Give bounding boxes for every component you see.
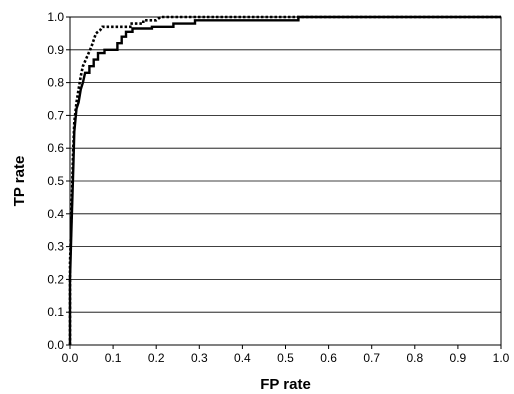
- x-tick-label: 0.8: [406, 351, 423, 365]
- y-tick-label: 0.8: [47, 76, 64, 90]
- y-axis-title: TP rate: [11, 156, 28, 207]
- x-tick-label: 0.7: [363, 351, 380, 365]
- x-tick-label: 0.0: [62, 351, 79, 365]
- y-tick-label: 0.3: [47, 240, 64, 254]
- dotted-series-line: [68, 15, 501, 345]
- x-tick-label: 0.4: [234, 351, 251, 365]
- y-tick-label: 0.4: [47, 207, 64, 221]
- x-tick-label: 0.5: [277, 351, 294, 365]
- y-axis-ticks: 0.0 0.1 0.2 0.3 0.4 0.5 0.6 0.7 0.8 0.9 1.0: [47, 10, 70, 352]
- x-tick-label: 1.0: [493, 351, 510, 365]
- x-axis-title: FP rate: [260, 376, 311, 393]
- x-tick-label: 0.1: [105, 351, 122, 365]
- series-layer: [68, 15, 501, 345]
- x-axis-ticks: 0.0 0.1 0.2 0.3 0.4 0.5 0.6 0.7 0.8 0.9 1.0: [62, 345, 510, 365]
- x-tick-label: 0.6: [320, 351, 337, 365]
- solid-series-line: [68, 15, 501, 345]
- y-tick-label: 0.5: [47, 174, 64, 188]
- y-tick-label: 1.0: [47, 10, 64, 24]
- x-tick-label: 0.3: [191, 351, 208, 365]
- y-tick-label: 0.2: [47, 272, 64, 286]
- y-tick-label: 0.6: [47, 141, 64, 155]
- x-tick-label: 0.9: [450, 351, 467, 365]
- x-tick-label: 0.2: [148, 351, 165, 365]
- y-tick-label: 0.0: [47, 338, 64, 352]
- y-tick-label: 0.1: [47, 305, 64, 319]
- y-tick-label: 0.9: [47, 43, 64, 57]
- y-tick-label: 0.7: [47, 108, 64, 122]
